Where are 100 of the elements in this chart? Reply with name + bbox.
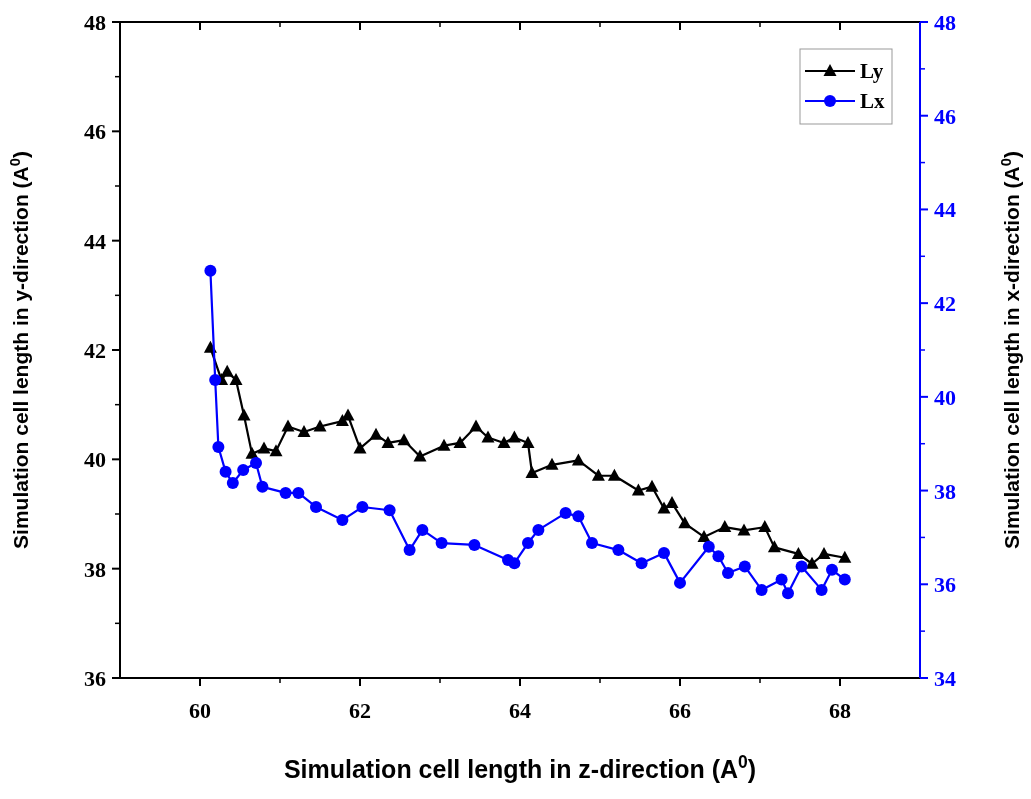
y2-tick-label: 44 [934, 197, 956, 223]
point [416, 523, 429, 536]
point [413, 449, 427, 462]
y2-tick-label: 38 [934, 478, 956, 504]
point [678, 516, 692, 529]
x-tick-label: 66 [669, 698, 691, 723]
point [437, 438, 451, 451]
point [791, 546, 805, 559]
point [718, 520, 732, 533]
point [826, 563, 838, 576]
point [508, 557, 521, 570]
point [755, 583, 768, 596]
x-tick-label: 60 [189, 698, 211, 723]
point [313, 419, 327, 432]
point [256, 480, 269, 493]
point [310, 500, 322, 513]
point [782, 587, 794, 600]
point [383, 504, 396, 517]
point [758, 520, 772, 533]
point [532, 523, 545, 536]
point [204, 264, 217, 277]
point [631, 483, 645, 496]
y-tick-label: 46 [84, 119, 106, 145]
point [522, 537, 534, 550]
point [341, 408, 355, 421]
legend-label: Ly [860, 59, 884, 83]
point [292, 486, 305, 499]
y-tick-label: 44 [84, 228, 106, 254]
y-tick-label: 40 [84, 447, 106, 473]
point [737, 523, 751, 536]
point [219, 465, 232, 478]
y2-tick-label: 48 [934, 10, 956, 35]
point [481, 430, 495, 443]
y2-tick-label: 36 [934, 572, 956, 598]
point [738, 560, 751, 573]
point [697, 529, 711, 542]
point [657, 501, 671, 514]
y2-tick-label: 42 [934, 291, 956, 317]
point [712, 550, 725, 563]
point [559, 507, 572, 520]
x-tick-label: 62 [349, 698, 371, 723]
point [521, 435, 535, 448]
y2-tick-label: 40 [934, 384, 956, 410]
x-tick-label: 64 [509, 698, 531, 723]
point [279, 486, 292, 499]
point [838, 573, 851, 586]
point [612, 544, 625, 557]
point [297, 425, 311, 437]
point [226, 477, 239, 490]
x-axis-title: Simulation cell length in z-direction (A$^{0}$) [283, 752, 757, 783]
point [817, 546, 831, 559]
point [435, 537, 448, 550]
point [572, 510, 585, 523]
point [212, 440, 225, 453]
point [250, 456, 262, 469]
y-tick-label: 38 [84, 556, 106, 582]
point [591, 468, 605, 481]
point [702, 540, 715, 553]
point [674, 576, 686, 589]
point [403, 544, 416, 557]
point [586, 537, 598, 550]
point [229, 373, 243, 386]
point [369, 427, 383, 440]
point [645, 479, 659, 492]
point [775, 573, 788, 586]
point [805, 556, 819, 569]
y-tick-label: 48 [84, 10, 106, 35]
point [497, 435, 511, 448]
point [815, 583, 828, 596]
point [635, 557, 648, 570]
point [453, 435, 467, 448]
point [545, 457, 559, 470]
point [571, 453, 585, 466]
point [525, 466, 539, 478]
point [353, 441, 367, 454]
point [722, 567, 734, 580]
point [257, 441, 271, 454]
point [381, 435, 395, 448]
y2-tick-label: 34 [934, 666, 956, 691]
point [767, 540, 781, 553]
y2-tick-label: 46 [934, 103, 956, 129]
point [397, 433, 411, 446]
point [237, 408, 251, 421]
point [468, 538, 481, 551]
point [658, 546, 670, 559]
point [220, 364, 234, 377]
legend-label: Lx [860, 89, 886, 113]
point [838, 550, 852, 563]
point [507, 430, 521, 443]
point [336, 514, 349, 527]
point [209, 373, 222, 386]
y-tick-label: 36 [84, 666, 106, 691]
point [269, 444, 283, 457]
y-tick-label: 42 [84, 338, 106, 363]
point [607, 468, 621, 481]
point [237, 463, 250, 476]
point [281, 419, 295, 432]
point [795, 560, 808, 573]
point [469, 419, 483, 432]
point [665, 496, 679, 509]
